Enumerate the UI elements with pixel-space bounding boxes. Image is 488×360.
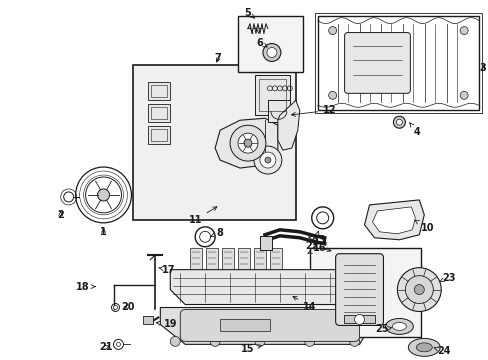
Text: 15: 15: [241, 345, 261, 354]
Text: 6: 6: [256, 37, 266, 48]
FancyBboxPatch shape: [344, 32, 409, 93]
Circle shape: [253, 146, 281, 174]
Polygon shape: [160, 307, 374, 345]
Circle shape: [229, 125, 265, 161]
Text: 5: 5: [244, 8, 254, 18]
FancyBboxPatch shape: [335, 254, 383, 325]
Bar: [222, 248, 234, 270]
Text: 13: 13: [308, 235, 326, 245]
Text: 11: 11: [188, 207, 217, 225]
Bar: [148, 82, 170, 100]
Circle shape: [85, 177, 121, 213]
Ellipse shape: [385, 319, 412, 334]
Circle shape: [210, 336, 220, 346]
Text: 10: 10: [414, 220, 433, 233]
Circle shape: [254, 336, 264, 346]
Circle shape: [397, 268, 440, 311]
Text: 17: 17: [159, 265, 175, 275]
Circle shape: [413, 285, 424, 294]
Circle shape: [199, 231, 210, 242]
Text: 1: 1: [100, 227, 107, 237]
Bar: [269, 248, 281, 270]
Bar: [151, 85, 167, 97]
Polygon shape: [215, 118, 277, 168]
Bar: [220, 319, 269, 332]
Bar: [259, 80, 285, 111]
Circle shape: [396, 119, 402, 125]
Bar: [260, 236, 271, 250]
Polygon shape: [277, 100, 299, 150]
Text: 20: 20: [122, 302, 135, 311]
Circle shape: [170, 336, 180, 346]
Text: 18: 18: [76, 282, 95, 292]
Circle shape: [349, 336, 359, 346]
Bar: [133, 66, 295, 220]
Circle shape: [266, 48, 276, 58]
Bar: [151, 129, 167, 141]
Text: 21: 21: [99, 342, 112, 352]
Bar: [206, 248, 218, 270]
Bar: [267, 100, 289, 122]
Bar: [190, 248, 202, 270]
Bar: [317, 15, 478, 110]
Bar: [343, 315, 375, 323]
Circle shape: [328, 27, 336, 35]
Circle shape: [244, 139, 251, 147]
Text: 3: 3: [479, 63, 486, 73]
Bar: [143, 316, 153, 324]
Text: 24: 24: [433, 346, 450, 356]
Bar: [148, 126, 170, 144]
Polygon shape: [170, 270, 364, 305]
Ellipse shape: [392, 323, 406, 330]
Bar: [254, 75, 289, 115]
Ellipse shape: [407, 338, 439, 356]
Circle shape: [264, 157, 270, 163]
Circle shape: [116, 342, 120, 346]
Circle shape: [263, 44, 280, 62]
Circle shape: [405, 276, 432, 303]
Text: 19: 19: [156, 319, 177, 329]
Text: 25: 25: [375, 324, 391, 334]
Circle shape: [354, 315, 364, 324]
Text: 4: 4: [408, 122, 420, 137]
Bar: [238, 15, 302, 72]
Text: 23: 23: [439, 273, 455, 283]
Text: 2: 2: [57, 210, 64, 220]
Text: 8: 8: [210, 228, 223, 238]
Bar: [253, 248, 265, 270]
Bar: [151, 107, 167, 119]
Circle shape: [98, 189, 109, 201]
Circle shape: [238, 133, 258, 153]
FancyBboxPatch shape: [180, 310, 359, 341]
Polygon shape: [364, 200, 424, 240]
Text: 22: 22: [305, 241, 330, 252]
Bar: [314, 13, 481, 113]
Circle shape: [260, 152, 275, 168]
Circle shape: [63, 192, 74, 202]
Circle shape: [304, 336, 314, 346]
Text: 9: 9: [311, 231, 318, 247]
Text: 12: 12: [291, 105, 336, 116]
Circle shape: [113, 306, 117, 310]
Bar: [309, 248, 421, 337]
Circle shape: [393, 116, 405, 128]
Circle shape: [459, 91, 467, 99]
Polygon shape: [372, 207, 414, 234]
Bar: [148, 104, 170, 122]
Bar: [238, 248, 249, 270]
Text: 14: 14: [292, 297, 316, 311]
Circle shape: [76, 167, 131, 223]
Ellipse shape: [415, 343, 431, 352]
Circle shape: [328, 91, 336, 99]
Text: 7: 7: [214, 54, 221, 63]
Circle shape: [316, 212, 328, 224]
Circle shape: [459, 27, 467, 35]
Text: 16: 16: [307, 243, 326, 253]
